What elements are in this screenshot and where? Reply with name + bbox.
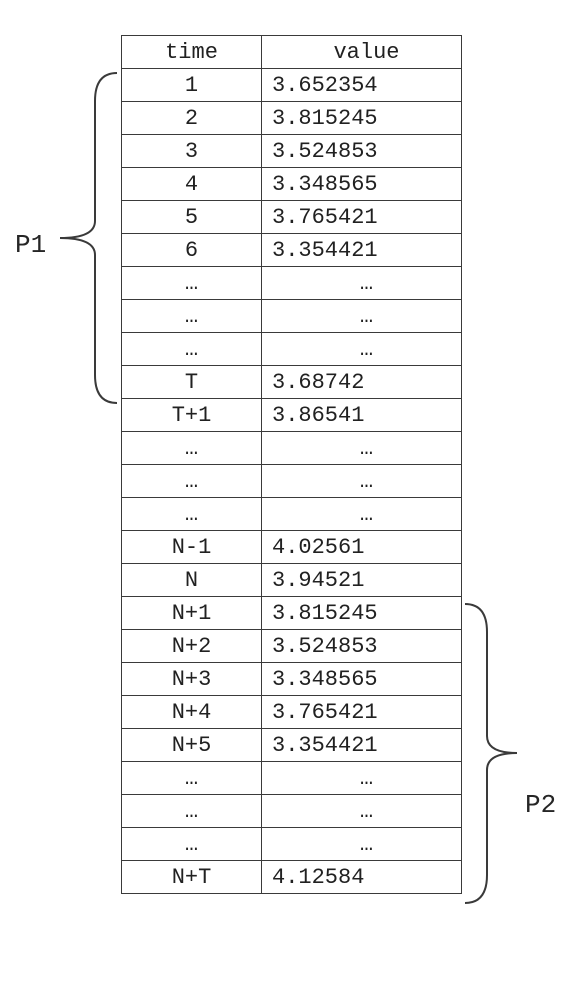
cell-time: 1 [122,69,262,102]
cell-value: … [262,498,462,531]
table-row: 13.652354 [122,69,462,102]
cell-value: 3.524853 [262,135,462,168]
cell-value: 3.94521 [262,564,462,597]
table-row: N+53.354421 [122,729,462,762]
cell-value: 3.524853 [262,630,462,663]
table-row: N3.94521 [122,564,462,597]
cell-time: … [122,432,262,465]
cell-value: 3.652354 [262,69,462,102]
cell-value: 3.815245 [262,597,462,630]
header-time: time [122,36,262,69]
cell-value: 3.348565 [262,663,462,696]
table-row: 33.524853 [122,135,462,168]
cell-time: N [122,564,262,597]
cell-value: … [262,795,462,828]
label-p2: P2 [525,790,556,820]
cell-time: T+1 [122,399,262,432]
cell-value: … [262,828,462,861]
table-row: …… [122,465,462,498]
cell-value: 4.12584 [262,861,462,894]
brace-p1 [55,71,120,405]
cell-value: … [262,267,462,300]
cell-value: 3.354421 [262,729,462,762]
cell-time: N+T [122,861,262,894]
table-row: 23.815245 [122,102,462,135]
table-row: N+T4.12584 [122,861,462,894]
cell-time: N+5 [122,729,262,762]
table-row: …… [122,762,462,795]
cell-time: … [122,828,262,861]
cell-time: 5 [122,201,262,234]
table-row: …… [122,267,462,300]
table-row: …… [122,498,462,531]
cell-time: T [122,366,262,399]
cell-time: 3 [122,135,262,168]
table-row: 43.348565 [122,168,462,201]
table-row: 53.765421 [122,201,462,234]
brace-p2 [462,602,522,905]
table-row: 63.354421 [122,234,462,267]
table-row: …… [122,828,462,861]
cell-time: 6 [122,234,262,267]
table-row: …… [122,333,462,366]
cell-time: … [122,795,262,828]
cell-value: … [262,333,462,366]
cell-value: 3.815245 [262,102,462,135]
cell-value: 3.765421 [262,201,462,234]
cell-value: … [262,300,462,333]
cell-value: … [262,432,462,465]
cell-time: … [122,465,262,498]
cell-time: … [122,498,262,531]
cell-time: 2 [122,102,262,135]
cell-value: 3.765421 [262,696,462,729]
cell-time: … [122,267,262,300]
cell-time: N+1 [122,597,262,630]
cell-value: … [262,762,462,795]
data-table: time value 13.652354 23.815245 33.524853… [121,35,462,894]
table-row: T+13.86541 [122,399,462,432]
header-value: value [262,36,462,69]
table-row: T3.68742 [122,366,462,399]
table-row: …… [122,432,462,465]
table-row: N+23.524853 [122,630,462,663]
cell-time: N+4 [122,696,262,729]
cell-value: … [262,465,462,498]
label-p1: P1 [15,230,46,260]
table-row: N+43.765421 [122,696,462,729]
cell-time: N+2 [122,630,262,663]
cell-value: 4.02561 [262,531,462,564]
cell-value: 3.86541 [262,399,462,432]
table-row: …… [122,795,462,828]
cell-time: N-1 [122,531,262,564]
cell-value: 3.348565 [262,168,462,201]
cell-time: … [122,333,262,366]
table-row: N-14.02561 [122,531,462,564]
table-row: N+33.348565 [122,663,462,696]
cell-value: 3.354421 [262,234,462,267]
cell-time: 4 [122,168,262,201]
table-header-row: time value [122,36,462,69]
table-row: N+13.815245 [122,597,462,630]
cell-time: … [122,300,262,333]
cell-time: N+3 [122,663,262,696]
cell-time: … [122,762,262,795]
table-row: …… [122,300,462,333]
cell-value: 3.68742 [262,366,462,399]
